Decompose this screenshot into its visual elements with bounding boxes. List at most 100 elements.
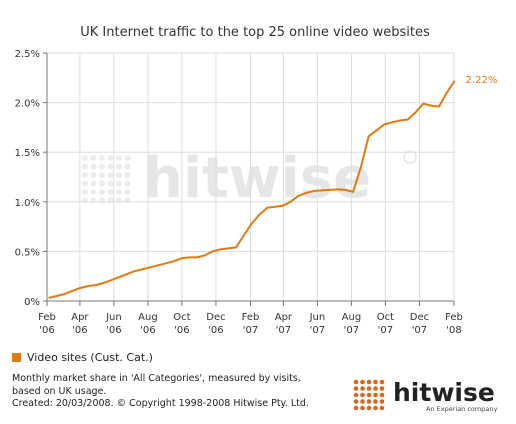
x-tick-month: Aug — [342, 312, 362, 323]
x-tick-label: Jun '07 — [309, 312, 326, 336]
watermark-dot — [99, 197, 105, 204]
y-tick-label: 1.0% — [15, 198, 40, 209]
series-line-video-sites — [48, 80, 456, 299]
x-tick-label: Dec '06 — [206, 312, 225, 336]
logo-dot — [379, 386, 385, 391]
watermark-dot — [107, 189, 114, 195]
watermark-dot — [99, 189, 105, 195]
x-tick-month: Jun — [105, 312, 122, 323]
logo-dot — [366, 392, 372, 398]
x-tick-year: '07 — [378, 325, 393, 336]
watermark-dot — [124, 180, 131, 187]
y-tick-label: 2.5% — [15, 49, 40, 60]
logo-dot — [373, 386, 378, 391]
watermark-dot — [99, 163, 105, 170]
x-tick-label: Oct '07 — [377, 312, 394, 336]
watermark-dot — [116, 155, 122, 161]
x-tick-year: '07 — [344, 325, 359, 336]
x-tick-label: Oct '06 — [173, 312, 190, 336]
watermark-dots-icon — [82, 155, 131, 204]
watermark-dot — [99, 180, 105, 187]
watermark-dot — [82, 180, 88, 187]
x-tick-year: '08 — [446, 325, 461, 336]
logo-dot — [379, 399, 385, 404]
hitwise-watermark: hitwise — [82, 146, 417, 211]
watermark-dot — [99, 155, 105, 161]
footnote-line-2: based on UK usage. — [12, 385, 107, 397]
watermark-dot — [124, 163, 131, 170]
x-tick-year: '07 — [276, 325, 291, 336]
axes — [43, 52, 455, 306]
chart-title: UK Internet traffic to the top 25 online… — [80, 25, 430, 40]
watermark-dot — [107, 172, 114, 178]
x-tick-year: '06 — [106, 325, 121, 336]
x-tick-month: Feb — [242, 312, 260, 323]
logo-dot — [373, 399, 378, 404]
logo-dot — [379, 379, 385, 385]
x-tick-label: Aug '07 — [342, 312, 362, 336]
watermark-dot — [90, 180, 97, 187]
x-tick-year: '06 — [140, 325, 155, 336]
x-tick-month: Apr — [71, 312, 89, 323]
watermark-dot — [116, 172, 122, 178]
watermark-dot — [124, 155, 131, 161]
watermark-dot — [107, 163, 114, 170]
x-tick-label: Dec '07 — [410, 312, 429, 336]
legend-label: Video sites (Cust. Cat.) — [27, 351, 153, 364]
logo-dot — [360, 399, 365, 404]
watermark-dot — [107, 155, 114, 161]
logo-dot — [353, 405, 359, 411]
logo-dot — [366, 405, 372, 411]
x-tick-year: '06 — [72, 325, 87, 336]
watermark-dot — [90, 155, 97, 161]
x-tick-label: Apr '06 — [71, 312, 89, 336]
logo-dots-icon — [353, 379, 385, 411]
logo-tagline: An Experian company — [426, 405, 497, 413]
x-tick-month: Apr — [275, 312, 293, 323]
watermark-dot — [90, 197, 97, 204]
x-tick-year: '07 — [412, 325, 427, 336]
logo-dot — [353, 399, 359, 404]
watermark-dot — [90, 172, 97, 178]
hitwise-logo: hitwise An Experian company — [353, 378, 497, 413]
watermark-dot — [82, 163, 88, 170]
x-tick-label: Jun '06 — [105, 312, 122, 336]
x-tick-month: Dec — [410, 312, 429, 323]
x-tick-year: '06 — [208, 325, 223, 336]
watermark-dot — [116, 189, 122, 195]
watermark-dot — [116, 163, 122, 170]
watermark-dot — [107, 180, 114, 187]
watermark-dot — [124, 189, 131, 195]
watermark-text: hitwise — [143, 146, 371, 211]
x-tick-month: Aug — [138, 312, 158, 323]
chart: UK Internet traffic to the top 25 online… — [15, 25, 498, 336]
logo-dot — [373, 392, 378, 398]
watermark-dot — [99, 172, 105, 178]
logo-dot — [360, 379, 365, 385]
x-tick-label: Feb '08 — [445, 312, 463, 336]
footnote-line-3: Created: 20/03/2008. © Copyright 1998-20… — [12, 398, 309, 409]
watermark-dot — [90, 189, 97, 195]
logo-dot — [360, 405, 365, 411]
x-tick-label: Aug '06 — [138, 312, 158, 336]
watermark-dot — [116, 197, 122, 204]
logo-dot — [366, 386, 372, 391]
logo-dot — [353, 386, 359, 391]
x-tick-year: '06 — [39, 325, 54, 336]
x-tick-month: Dec — [206, 312, 225, 323]
x-tick-label: Apr '07 — [275, 312, 293, 336]
logo-dot — [353, 392, 359, 398]
series-end-label: 2.22% — [466, 75, 498, 86]
logo-dot — [379, 392, 385, 398]
logo-dot — [366, 379, 372, 385]
watermark-registered-icon — [403, 150, 417, 164]
x-tick-month: Oct — [173, 312, 190, 323]
watermark-dot — [82, 155, 88, 161]
logo-dot — [373, 405, 378, 411]
logo-dot — [373, 379, 378, 385]
logo-dot — [360, 392, 365, 398]
x-tick-month: Feb — [38, 312, 56, 323]
x-tick-month: Jun — [309, 312, 326, 323]
watermark-dot — [116, 180, 122, 187]
x-tick-year: '07 — [310, 325, 325, 336]
